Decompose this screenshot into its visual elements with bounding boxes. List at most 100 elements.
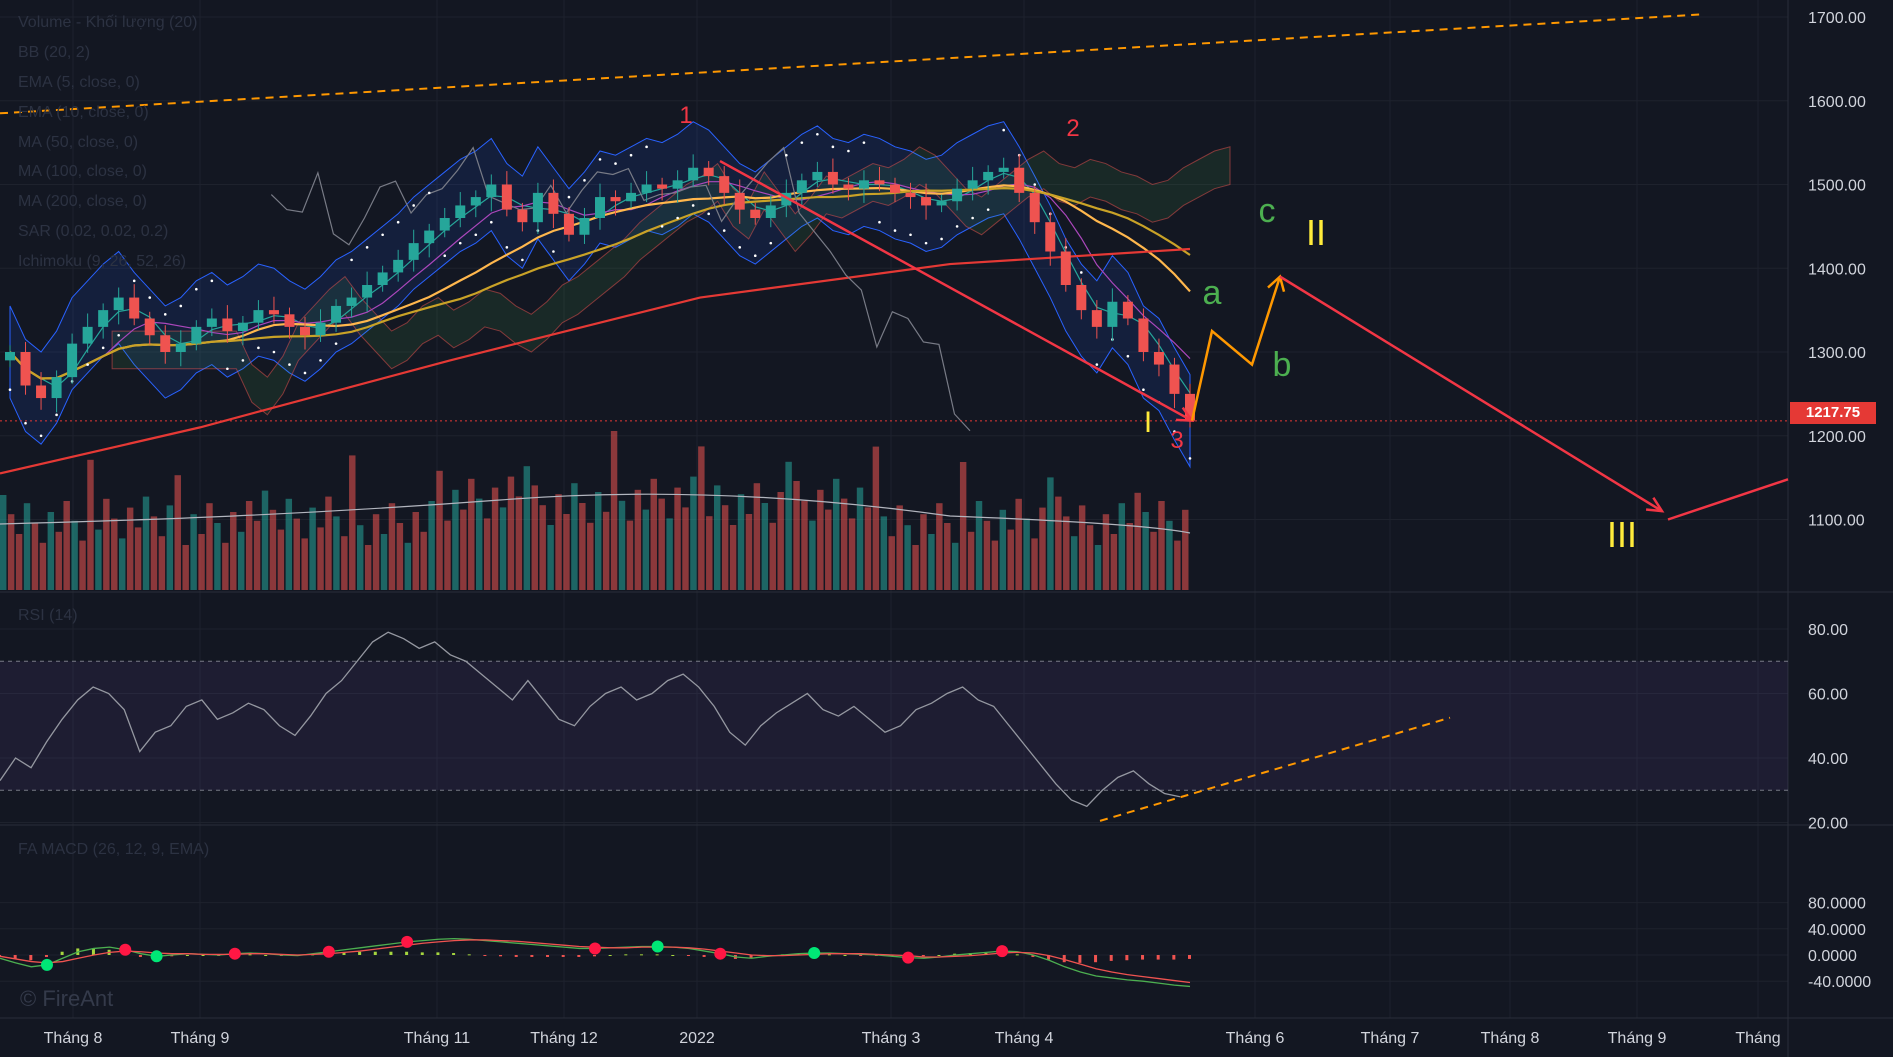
volume-bar: [571, 483, 578, 590]
volume-bar: [230, 512, 237, 590]
macd-histogram-bar: [91, 948, 95, 955]
wave-label-3: 3: [1170, 427, 1183, 454]
volume-bar: [626, 520, 634, 590]
sar-dot: [241, 359, 245, 362]
candle-body: [827, 171, 838, 185]
legend-sar[interactable]: SAR (0.02, 0.02, 0.2): [18, 223, 169, 240]
sar-dot: [1080, 271, 1083, 274]
sar-dot: [1188, 457, 1192, 460]
candle-body: [1153, 352, 1164, 365]
macd-tick-label: 40.0000: [1808, 922, 1866, 939]
legend-ema5[interactable]: EMA (5, close, 0): [18, 74, 140, 91]
volume-bar: [1023, 518, 1030, 590]
volume-bar: [277, 529, 285, 590]
candle-body: [905, 192, 916, 198]
price-tick-label: 1400.00: [1808, 261, 1866, 278]
sar-dot: [210, 279, 214, 283]
time-tick-label: Tháng 9: [171, 1030, 230, 1047]
candle-body: [144, 318, 155, 336]
volume-bar: [1007, 529, 1014, 590]
sar-dot: [955, 225, 959, 228]
candle-body: [563, 213, 574, 235]
volume-bar: [15, 534, 23, 590]
macd-histogram-bar: [389, 951, 393, 955]
time-tick-label: Tháng 6: [1226, 1030, 1285, 1047]
macd-tick-label: 0.0000: [1808, 948, 1857, 965]
candle-body: [796, 180, 807, 193]
legend-bb[interactable]: BB (20, 2): [18, 44, 91, 61]
volume-bar: [991, 540, 999, 590]
volume-bar: [325, 496, 332, 590]
candle-body: [1045, 222, 1056, 252]
legend-ma200[interactable]: MA (200, close, 0): [18, 193, 147, 210]
candle-body: [1169, 364, 1180, 394]
upper-trend-line: [0, 13, 1701, 115]
sar-dot: [117, 333, 120, 337]
macd-tick-label: -40.0000: [1808, 974, 1871, 991]
candle-body: [936, 201, 947, 206]
legend-ma100[interactable]: MA (100, close, 0): [18, 163, 147, 180]
time-tick-label: Tháng 11: [404, 1030, 471, 1047]
volume-bar: [309, 507, 316, 590]
volume-bar: [872, 446, 880, 590]
volume-bar: [729, 525, 737, 590]
volume-bar: [198, 534, 205, 590]
sar-dot: [195, 287, 198, 291]
volume-bar: [634, 489, 642, 590]
sar-dot: [893, 229, 897, 232]
volume-bar: [206, 503, 213, 590]
sar-dot: [800, 141, 804, 144]
sar-dot: [924, 241, 928, 245]
axes: 1700.00 1600.00 1500.00 1400.00 1300.00 1200.…: [44, 10, 1872, 1047]
candle-body: [548, 192, 559, 214]
legend-macd[interactable]: FA MACD (26, 12, 9, EMA): [18, 841, 210, 858]
volume-bar: [896, 505, 903, 590]
price-tick-label: 1100.00: [1808, 513, 1865, 530]
volume-bar: [1158, 501, 1165, 590]
macd-histogram-bar: [561, 955, 565, 957]
candle-body: [175, 343, 186, 352]
legend-ema10[interactable]: EMA (10, close, 0): [18, 104, 149, 121]
volume-bar: [650, 478, 657, 590]
sar-dot: [769, 241, 773, 245]
volume-bar: [809, 520, 816, 590]
candle-body: [315, 322, 326, 336]
macd-histogram-bar: [624, 954, 628, 956]
candle-body: [470, 197, 481, 206]
macd-histogram-bar: [1062, 955, 1066, 963]
volume-bar: [507, 476, 515, 590]
sar-dot: [862, 141, 866, 144]
wave-label-1: 1: [679, 102, 692, 129]
sar-dot: [1126, 354, 1130, 358]
macd-histogram-bar: [60, 951, 64, 955]
volume-bar: [1094, 545, 1102, 590]
rsi-tick-label: 20.00: [1808, 816, 1848, 833]
candle-body: [113, 297, 124, 311]
volume-bar: [602, 511, 610, 590]
volume-bar: [587, 522, 594, 590]
volume-bar: [737, 494, 745, 590]
sar-dot: [490, 220, 493, 224]
candle-body: [160, 335, 171, 352]
macd-histogram-bar: [358, 951, 362, 955]
sar-dot: [598, 158, 602, 161]
candle-body: [191, 326, 202, 344]
volume-bar: [539, 505, 546, 590]
candle-body: [843, 184, 854, 189]
legend-ichimoku[interactable]: Ichimoku (9, 26, 52, 26): [18, 253, 187, 270]
legend-volume[interactable]: Volume - Khối lượng (20): [18, 14, 198, 31]
volume-bar: [515, 496, 523, 590]
candle-body: [501, 184, 512, 210]
volume-bar: [595, 492, 602, 590]
candle-body: [393, 259, 404, 273]
volume-bar: [690, 476, 697, 590]
legend-ma50[interactable]: MA (50, close, 0): [18, 134, 139, 151]
macd-histogram-bar: [577, 955, 581, 957]
volume-bar: [1015, 498, 1022, 590]
sar-dot: [816, 132, 819, 136]
legend-rsi[interactable]: RSI (14): [18, 607, 78, 624]
volume-bar: [856, 487, 864, 590]
sar-dot: [303, 371, 307, 375]
